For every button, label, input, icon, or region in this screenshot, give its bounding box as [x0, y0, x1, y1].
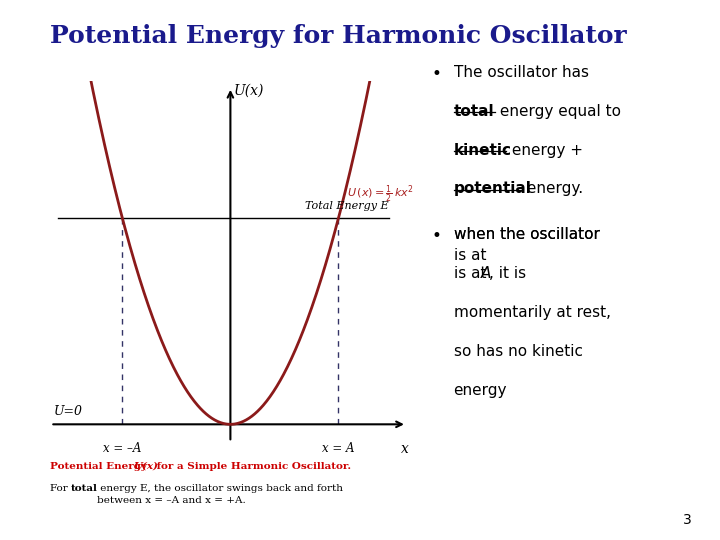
Text: U(x): U(x)	[234, 84, 264, 98]
Text: U=0: U=0	[54, 406, 83, 419]
Text: total: total	[71, 484, 97, 494]
Text: The oscillator has: The oscillator has	[454, 65, 589, 80]
Text: momentarily at rest,: momentarily at rest,	[454, 305, 611, 320]
Text: when the oscillator
is at: when the oscillator is at	[454, 227, 600, 263]
Text: so has no kinetic: so has no kinetic	[454, 344, 582, 359]
Text: Potential Energy: Potential Energy	[50, 462, 151, 471]
Text: For: For	[50, 484, 71, 494]
Text: energy.: energy.	[522, 181, 583, 197]
Text: Total Energy E: Total Energy E	[305, 201, 389, 211]
Text: , it is: , it is	[489, 266, 526, 281]
Text: $U\,(x)=\frac{1}{2}\,kx^2$: $U\,(x)=\frac{1}{2}\,kx^2$	[347, 184, 414, 205]
Text: energy +: energy +	[507, 143, 583, 158]
Text: for a Simple Harmonic Oscillator.: for a Simple Harmonic Oscillator.	[153, 462, 351, 471]
Text: x = A: x = A	[322, 442, 355, 455]
Text: A: A	[481, 266, 491, 281]
Text: when the oscillator: when the oscillator	[454, 227, 600, 242]
Text: kinetic: kinetic	[454, 143, 512, 158]
Text: energy equal to: energy equal to	[495, 104, 621, 119]
Text: 3: 3	[683, 512, 691, 526]
Text: energy E, the oscillator swings back and forth
between x = –A and x = +A.: energy E, the oscillator swings back and…	[97, 484, 343, 505]
Text: x = –A: x = –A	[103, 442, 142, 455]
Text: is at: is at	[454, 266, 491, 281]
Text: x: x	[401, 442, 408, 456]
Text: potential: potential	[454, 181, 531, 197]
Text: energy: energy	[454, 383, 507, 398]
Text: U(x): U(x)	[133, 462, 158, 471]
Text: Potential Energy for Harmonic Oscillator: Potential Energy for Harmonic Oscillator	[50, 24, 627, 48]
Text: total: total	[454, 104, 494, 119]
Text: •: •	[432, 227, 442, 245]
Text: •: •	[432, 65, 442, 83]
